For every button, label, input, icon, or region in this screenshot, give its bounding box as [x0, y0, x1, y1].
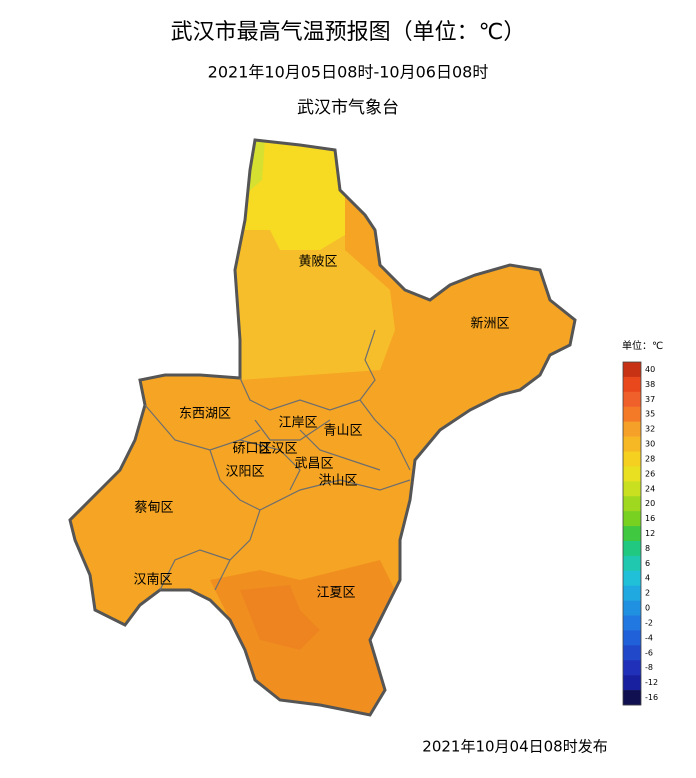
legend-label: 16: [645, 514, 655, 523]
legend-swatch: [623, 600, 641, 616]
legend-swatch: [623, 540, 641, 557]
issue-time: 2021年10月04日08时发布: [422, 738, 607, 756]
legend-label: 30: [645, 440, 655, 449]
legend-frame: [622, 361, 642, 706]
legend-swatch: [623, 645, 641, 661]
district-label: 蔡甸区: [134, 501, 173, 516]
district-label: 汉南区: [133, 572, 172, 588]
district-label: 黄陂区: [298, 254, 337, 270]
legend-label: 40: [645, 365, 655, 374]
legend-swatch: [623, 526, 641, 542]
legend-label: -8: [645, 663, 653, 672]
legend-swatch: [623, 496, 641, 512]
legend-label: 38: [645, 380, 655, 389]
legend-label: 26: [645, 469, 655, 478]
legend-label: 0: [645, 604, 650, 613]
legend-label: 8: [645, 544, 650, 553]
map-title: 武汉市最高气温预报图（单位：℃）: [171, 20, 526, 45]
district-boundaries: [144, 329, 411, 591]
legend-swatch: [623, 406, 641, 422]
legend-swatch: [623, 585, 641, 601]
legend-swatch: [623, 675, 641, 691]
legend-label: 24: [645, 484, 655, 493]
legend-title: 单位：℃: [622, 339, 663, 352]
district-label: 新洲区: [470, 316, 509, 332]
legend-label: -2: [645, 618, 653, 627]
legend-swatch: [623, 421, 641, 437]
legend-label: -16: [645, 693, 658, 702]
legend-swatch: [623, 570, 641, 586]
legend-swatch: [623, 615, 641, 631]
legend-label: 37: [645, 395, 655, 404]
legend-swatch: [623, 660, 641, 676]
legend-label: -4: [645, 633, 653, 642]
district-label: 江汉区: [258, 442, 297, 457]
district-label: 江夏区: [316, 586, 355, 601]
legend-label: 35: [645, 410, 655, 419]
legend-swatch: [623, 436, 641, 452]
legend-label: 32: [645, 425, 655, 434]
legend-label: 28: [645, 454, 655, 463]
legend-label: 2: [645, 589, 650, 598]
legend-swatch: [623, 451, 641, 467]
legend-label: 12: [645, 529, 655, 538]
legend-label: 6: [645, 559, 650, 568]
legend-swatch: [623, 376, 641, 393]
legend-swatch: [623, 466, 641, 482]
district-label: 青山区: [323, 424, 362, 439]
legend-swatch: [623, 391, 641, 408]
legend-swatch: [623, 555, 641, 572]
map-subtitle: 2021年10月05日08时-10月06日08时: [208, 63, 489, 82]
legend-swatch: [623, 690, 641, 706]
city-boundary: [68, 138, 577, 717]
legend-swatch: [623, 481, 641, 497]
legend-swatch: [623, 362, 641, 378]
legend-swatch: [623, 630, 641, 646]
district-label: 硚口区: [232, 442, 271, 457]
legend-label: 4: [645, 574, 650, 583]
district-label: 武昌区: [294, 457, 333, 472]
district-label: 汉阳区: [225, 465, 264, 480]
district-label: 洪山区: [318, 474, 357, 489]
legend-swatch: [623, 511, 641, 527]
legend-label: 20: [645, 499, 655, 508]
legend-label: -12: [645, 678, 658, 687]
legend-label: -6: [645, 648, 653, 657]
district-label: 江岸区: [278, 416, 317, 431]
map-agency: 武汉市气象台: [297, 98, 399, 118]
district-label: 东西湖区: [179, 407, 231, 422]
